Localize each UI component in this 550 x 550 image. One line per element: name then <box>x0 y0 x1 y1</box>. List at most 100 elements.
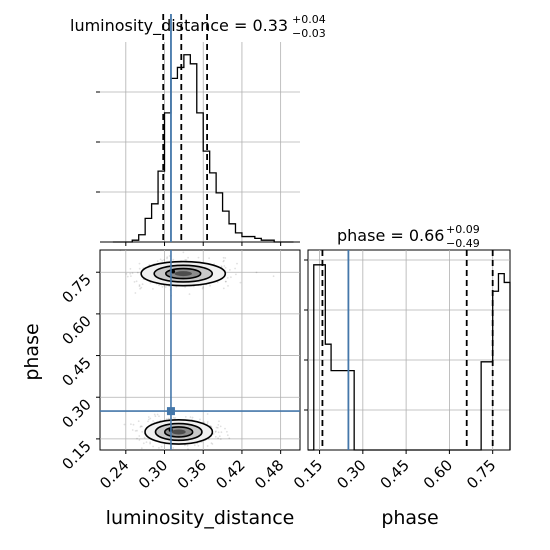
sample-point <box>129 268 132 270</box>
sample-point <box>217 431 220 434</box>
sample-point <box>159 258 162 261</box>
sample-point <box>220 431 223 434</box>
tick-label-y-phase: 0.75 <box>58 270 94 306</box>
sample-point <box>129 272 132 275</box>
sample-point <box>130 275 132 277</box>
sample-point <box>223 259 225 262</box>
sample-point <box>134 292 137 294</box>
sample-point <box>184 286 187 288</box>
sample-point <box>147 420 149 423</box>
marginal-panel-phase <box>307 249 511 451</box>
sample-point <box>184 416 187 418</box>
xlabel-phase: phase <box>381 507 438 529</box>
density-level-3 <box>171 429 186 435</box>
sample-point <box>138 285 141 288</box>
mode-point <box>171 269 176 274</box>
sample-point <box>210 425 213 428</box>
sample-point <box>149 417 152 420</box>
sample-point <box>222 256 225 259</box>
sample-point <box>132 423 135 426</box>
sample-point <box>199 418 201 421</box>
contour-line-2 <box>163 426 194 438</box>
sample-point <box>125 273 128 275</box>
sample-point <box>216 281 219 284</box>
sample-point <box>196 442 199 445</box>
sample-point <box>147 418 150 421</box>
sample-point <box>143 436 146 439</box>
sample-point <box>156 260 159 263</box>
sample-point <box>234 267 237 270</box>
sample-point <box>216 426 219 429</box>
sample-point <box>161 259 164 262</box>
sample-point <box>222 287 225 290</box>
sample-point <box>172 258 175 261</box>
sample-point <box>214 435 217 438</box>
sample-point <box>152 445 155 448</box>
histograms <box>100 54 511 451</box>
sample-point <box>134 430 137 432</box>
sample-point <box>203 421 206 424</box>
sample-point <box>206 413 209 415</box>
sample-point <box>187 256 190 259</box>
tick-label-x-luminosity-distance: 0.48 <box>251 456 287 492</box>
sample-point <box>219 425 222 428</box>
sample-point <box>131 429 134 431</box>
sample-point <box>139 287 142 290</box>
sample-point <box>226 434 229 437</box>
ylabel-phase: phase <box>21 323 43 380</box>
sample-point <box>136 271 139 274</box>
sample-point <box>215 426 218 429</box>
sample-point <box>227 285 229 287</box>
sample-point <box>214 431 217 433</box>
ticks: 0.24 0.30 0.36 0.42 0.480.150.150.300.300.45… <box>58 91 500 492</box>
sample-point <box>131 272 134 275</box>
contour-line-1 <box>154 422 203 442</box>
sample-point <box>161 286 164 288</box>
sample-point <box>133 281 136 283</box>
sample-point <box>165 418 168 420</box>
sample-point <box>239 281 242 284</box>
sample-point <box>174 417 177 419</box>
sample-point <box>211 443 214 445</box>
sample-point <box>197 256 200 259</box>
tick-label-x-phase: 0.75 <box>463 456 499 492</box>
histogram-luminosity-distance <box>112 54 294 243</box>
sample-point <box>172 416 175 419</box>
sample-point <box>138 439 141 441</box>
sample-point <box>186 444 189 447</box>
sample-point <box>229 269 231 271</box>
tick-label-y-phase: 0.45 <box>58 354 94 390</box>
sample-point <box>166 257 168 260</box>
sample-point <box>224 427 226 430</box>
sample-point <box>230 276 232 279</box>
grid-lines <box>100 42 510 450</box>
sample-point <box>215 430 217 433</box>
sample-point <box>225 280 227 283</box>
tick-label-x-luminosity-distance: 0.30 <box>135 456 171 492</box>
sample-point <box>210 442 213 444</box>
sample-point <box>139 426 142 428</box>
sample-point <box>172 447 175 449</box>
contour-line-0 <box>140 260 227 287</box>
sample-point <box>187 448 189 451</box>
sample-point <box>126 275 129 278</box>
sample-point <box>136 429 138 432</box>
joint-density <box>119 249 275 451</box>
sample-point <box>148 264 151 266</box>
sample-point <box>158 284 160 287</box>
sample-point <box>188 293 191 295</box>
sample-point <box>168 255 171 257</box>
tick-label-x-phase: 0.45 <box>377 456 413 492</box>
sample-point <box>184 444 186 447</box>
sample-point <box>141 283 144 286</box>
sample-point <box>224 266 227 269</box>
joint-panel <box>99 249 301 451</box>
sample-point <box>167 417 170 420</box>
density-level-3 <box>174 271 192 277</box>
title-phase-minus: −0.49 <box>446 237 480 250</box>
sample-point <box>236 262 238 265</box>
sample-point <box>206 422 209 425</box>
title-luminosity-distance: luminosity_distance = 0.33 <box>70 16 288 36</box>
sample-point <box>140 286 143 289</box>
sample-point <box>141 425 143 428</box>
